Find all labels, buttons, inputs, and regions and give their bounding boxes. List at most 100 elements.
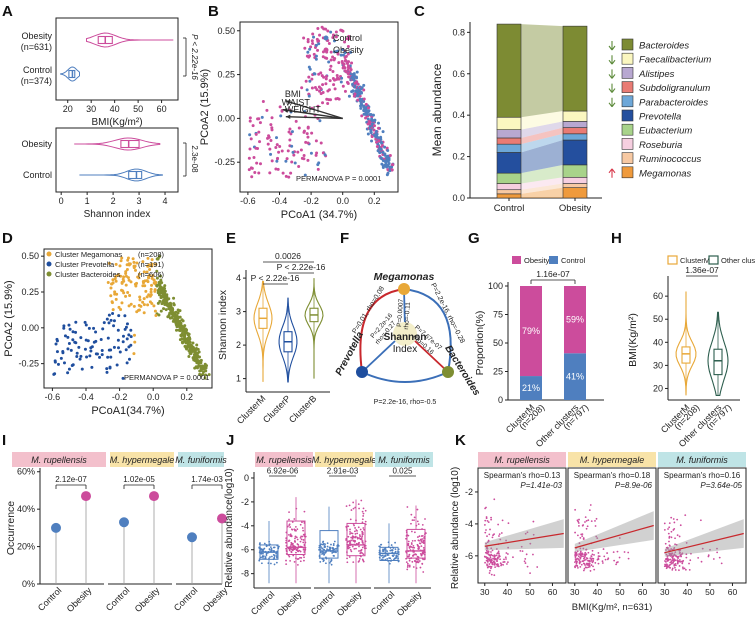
data-point: [116, 338, 120, 342]
data-point: [287, 175, 291, 179]
data-point: [315, 37, 319, 41]
data-point: [668, 564, 671, 567]
data-point: [368, 124, 372, 128]
legend-swatch: [621, 166, 634, 179]
data-point: [680, 553, 682, 556]
data-point: [334, 30, 338, 34]
data-point: [584, 566, 587, 569]
data-point: [497, 523, 500, 526]
panel-label-A: A: [2, 3, 13, 20]
jitter-point: [287, 533, 290, 536]
x-tick-label: 30: [480, 587, 490, 597]
panel-k: Relative abundance (log10) -2 -4 -6 M. rupel…: [450, 452, 747, 613]
jitter-point: [410, 522, 412, 525]
data-point: [256, 117, 260, 121]
data-point: [362, 88, 366, 92]
jitter-point: [300, 538, 303, 541]
jitter-point: [362, 527, 365, 529]
y-tick-label: 60%: [17, 467, 35, 477]
panel-label-H: H: [611, 230, 622, 247]
data-point: [668, 522, 671, 525]
data-point: [127, 333, 131, 337]
data-point: [674, 566, 676, 569]
data-point: [353, 92, 357, 96]
data-point: [589, 504, 592, 506]
data-point: [587, 560, 590, 562]
jitter-point: [406, 568, 409, 571]
x-tick-label: 0: [59, 196, 64, 206]
data-point: [362, 105, 366, 109]
data-point: [294, 119, 298, 123]
jitter-point: [411, 539, 414, 542]
data-point: [269, 138, 273, 142]
data-point: [316, 104, 320, 108]
data-point: [341, 48, 345, 52]
jitter-point: [411, 519, 414, 522]
data-point: [145, 295, 149, 299]
data-point: [577, 534, 579, 537]
data-point: [488, 533, 491, 536]
jitter-point: [295, 551, 297, 554]
data-point: [585, 557, 588, 559]
legend-label: Roseburia: [639, 140, 682, 151]
jitter-point: [410, 530, 413, 533]
x-tick-label: ClusterM: [235, 393, 268, 426]
data-point: [683, 567, 686, 570]
data-point: [80, 367, 84, 371]
data-point: [105, 367, 109, 371]
group-label: Obesity: [21, 31, 52, 41]
y-axis-title: PCoA2 (15.9%): [3, 280, 15, 356]
data-point: [55, 350, 59, 354]
data-point: [588, 562, 591, 565]
data-point: [597, 552, 600, 554]
group-label: Obesity: [21, 139, 52, 149]
data-point: [584, 555, 586, 558]
data-point: [150, 258, 154, 262]
y-tick-label: 0: [498, 395, 503, 405]
data-point: [524, 532, 527, 535]
data-point: [499, 558, 501, 561]
data-point: [160, 281, 164, 285]
center-node: [393, 322, 417, 346]
jitter-point: [383, 548, 386, 551]
data-point: [132, 304, 136, 308]
data-point: [577, 522, 580, 524]
flow-ribbon: [521, 164, 563, 184]
panel-label-D: D: [2, 230, 13, 247]
confidence-band: [484, 519, 564, 551]
data-point: [99, 338, 103, 342]
jitter-point: [290, 528, 293, 531]
data-point: [94, 352, 98, 356]
jitter-point: [384, 551, 387, 553]
y-tick-label: -0.25: [214, 157, 235, 167]
data-point: [591, 561, 594, 564]
data-point: [165, 301, 169, 305]
data-point: [53, 360, 57, 364]
data-point: [178, 329, 182, 333]
data-point: [606, 552, 609, 554]
flow-ribbon: [521, 133, 563, 153]
data-point: [290, 160, 294, 164]
data-point: [121, 376, 125, 380]
data-point: [367, 106, 371, 110]
data-point: [364, 109, 368, 113]
stack-segment: [496, 23, 522, 118]
x-tick-label: Control: [104, 585, 132, 613]
legend-marker: [323, 35, 329, 41]
jitter-point: [345, 505, 348, 508]
data-point: [487, 521, 490, 524]
data-point: [188, 343, 192, 347]
data-point: [78, 357, 82, 361]
data-point: [532, 533, 535, 536]
x-tick-label: Control: [249, 589, 277, 617]
data-point: [585, 519, 588, 522]
edge-spoke: [403, 288, 406, 329]
jitter-point: [329, 546, 332, 549]
plot-frame: [239, 21, 399, 193]
x-tick-label: 0.2: [181, 392, 194, 402]
data-point: [132, 352, 136, 356]
data-point: [153, 309, 157, 313]
data-point: [494, 566, 497, 569]
violin-shape: [79, 168, 163, 182]
